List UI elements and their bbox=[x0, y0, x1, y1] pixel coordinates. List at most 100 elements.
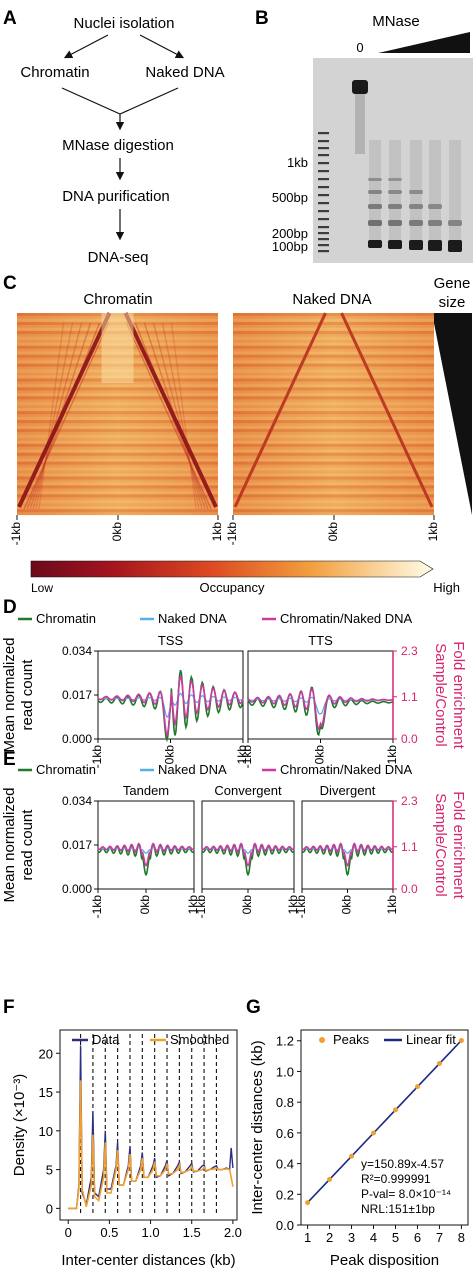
legend-label: Naked DNA bbox=[158, 611, 227, 626]
heatmap-row bbox=[17, 387, 218, 391]
profile-y-tick-label: 0.034 bbox=[62, 644, 92, 658]
heatmap-row bbox=[233, 452, 434, 456]
heatmap-row bbox=[17, 446, 218, 450]
heatmap-row bbox=[233, 464, 434, 468]
gel-ladder-band bbox=[318, 226, 329, 229]
profile-y-tick-label: 0.017 bbox=[62, 838, 92, 852]
heatmap-row bbox=[17, 491, 218, 495]
heatmap-row bbox=[233, 476, 434, 480]
heatmap-row bbox=[233, 372, 434, 376]
flow-node-dnaseq: DNA-seq bbox=[88, 249, 149, 266]
heatmap-row bbox=[17, 497, 218, 501]
heatmap-row bbox=[17, 467, 218, 471]
heatmap-nucleosome-stripe bbox=[152, 322, 203, 510]
heatmap-row bbox=[233, 506, 434, 510]
heatmap-row bbox=[233, 461, 434, 465]
chart-g-fit-line bbox=[307, 1039, 462, 1204]
profile-subtitle: Divergent bbox=[320, 783, 376, 798]
heatmap-row bbox=[233, 378, 434, 382]
gel-ladder-band bbox=[318, 202, 329, 205]
heatmap-row bbox=[17, 414, 218, 418]
profile-subtitle: TSS bbox=[158, 633, 184, 648]
heatmap-background bbox=[233, 313, 434, 515]
heatmap-row bbox=[233, 497, 434, 501]
gene-size-triangle bbox=[432, 313, 472, 515]
heatmap-row bbox=[233, 369, 434, 373]
heatmap-row bbox=[17, 464, 218, 468]
chart-g-x-tick-label: 6 bbox=[414, 1230, 421, 1245]
profile-right-tick-label: 2.3 bbox=[401, 644, 418, 658]
panel-g-letter: G bbox=[246, 997, 261, 1018]
heatmap-row bbox=[17, 512, 218, 516]
colorbar-label: Occupancy bbox=[199, 580, 265, 595]
heatmap-x-tick-label: -1kb bbox=[225, 522, 239, 546]
gel-ladder-band bbox=[318, 170, 329, 173]
heatmap-row bbox=[233, 440, 434, 445]
heatmap-row bbox=[17, 390, 218, 394]
heatmap-nucleosome-stripe bbox=[161, 322, 200, 510]
heatmap-nucleosome-stripe bbox=[125, 322, 212, 510]
heatmap-x-tick-label: 1kb bbox=[210, 522, 224, 542]
chart-g-x-label: Peak disposition bbox=[330, 1252, 439, 1269]
gel-band bbox=[428, 220, 442, 226]
legend-label: Naked DNA bbox=[158, 762, 227, 777]
panel-g: G 1 2 3 4 5 6 7 8 0.0 0.2 0.4 0.6 0.8 1.0 1.2 Peak disp… bbox=[246, 997, 469, 1269]
chart-g-y-tick-label: 0.8 bbox=[276, 1095, 294, 1110]
heatmap-row bbox=[233, 467, 434, 471]
panel-c: C Chromatin Naked DNA Gene size -1kb 0kb 1… bbox=[3, 273, 472, 595]
gel-band bbox=[409, 204, 423, 209]
gel-ladder-band bbox=[318, 140, 329, 143]
gel-band bbox=[409, 240, 423, 250]
chart-g-peak-point bbox=[458, 1037, 464, 1043]
panel-f: F 0 0.5 1.0 1.5 2.0 0 5 10 15 20 Inter-center dist… bbox=[3, 997, 242, 1269]
heatmap-row bbox=[233, 324, 434, 329]
panel-b: B MNase 0 1kb 500bp 200bp 100bp bbox=[255, 8, 473, 263]
gel-ladder bbox=[318, 132, 329, 253]
heatmap-row bbox=[233, 402, 434, 406]
chart-f-x-label: Inter-center distances (kb) bbox=[61, 1252, 235, 1269]
gel-ladder-band bbox=[318, 210, 329, 213]
heatmap-row bbox=[17, 402, 218, 406]
heatmap-row bbox=[233, 431, 434, 436]
heatmap-row bbox=[233, 425, 434, 430]
gel-band bbox=[388, 220, 402, 226]
chart-g-y-tick-label: 0.0 bbox=[276, 1218, 294, 1233]
panel-b-letter: B bbox=[255, 8, 269, 29]
heatmap-row bbox=[233, 336, 434, 341]
heatmap-row bbox=[233, 351, 434, 355]
chart-f-series-smoothed bbox=[68, 1080, 234, 1210]
heatmap-row bbox=[233, 503, 434, 507]
chart-g-frame bbox=[300, 1029, 469, 1226]
profile-right-tick-label: 1.1 bbox=[401, 690, 418, 704]
flow-node-nuclei: Nuclei isolation bbox=[74, 15, 175, 32]
heatmap-row bbox=[17, 425, 218, 430]
gel-band bbox=[428, 240, 442, 251]
profile-x-tick-label: 0kb bbox=[313, 745, 327, 765]
panel-f-letter: F bbox=[3, 997, 15, 1018]
heatmap-row bbox=[17, 509, 218, 513]
gel-smear bbox=[429, 140, 441, 240]
chart-f-y-tick-label: 10 bbox=[39, 1124, 53, 1139]
heatmap-x-tick-label: 1kb bbox=[426, 522, 440, 542]
heatmap-row bbox=[233, 360, 434, 364]
gel-ladder-band bbox=[318, 186, 329, 189]
profile-series-line bbox=[97, 842, 195, 867]
panel-a-letter: A bbox=[3, 8, 17, 29]
profile-x-tick-label: 1kb bbox=[286, 895, 300, 915]
gel-ladder-band bbox=[318, 232, 329, 235]
profile-subtitle: Tandem bbox=[123, 783, 169, 798]
heatmap-row bbox=[233, 357, 434, 361]
heatmap-row bbox=[17, 419, 218, 424]
profile-x-tick-label: 1kb bbox=[385, 895, 399, 915]
chart-f-x-tick-label: 1.0 bbox=[142, 1225, 160, 1240]
chart-g-x-tick-label: 3 bbox=[348, 1230, 355, 1245]
chart-g-x-tick-label: 1 bbox=[304, 1230, 311, 1245]
chart-f-y-tick-label: 0 bbox=[46, 1201, 53, 1216]
profile-right-tick-label: 0.0 bbox=[401, 732, 418, 746]
chart-f-y-tick-label: 20 bbox=[39, 1046, 53, 1061]
heatmap-row bbox=[233, 494, 434, 498]
heatmap-row bbox=[17, 434, 218, 439]
heatmap-row bbox=[233, 479, 434, 483]
heatmap-row bbox=[233, 446, 434, 450]
chart-g-peak-point bbox=[436, 1060, 442, 1066]
